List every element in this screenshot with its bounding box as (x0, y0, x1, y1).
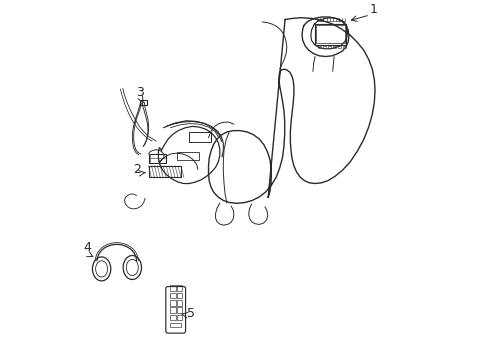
Bar (322, 46, 325, 48)
Bar (176, 285, 182, 291)
Bar (314, 24, 346, 45)
Text: 5: 5 (187, 307, 195, 320)
Text: 3: 3 (136, 86, 143, 99)
Text: 1: 1 (369, 3, 377, 16)
Bar (176, 315, 182, 320)
Bar (316, 26, 344, 43)
Bar (170, 293, 175, 298)
Bar (170, 285, 175, 291)
Bar (342, 46, 346, 48)
Bar (176, 293, 182, 298)
Bar (332, 46, 336, 48)
Bar (170, 300, 175, 306)
Bar (170, 315, 175, 320)
Bar (148, 154, 166, 163)
Bar (148, 166, 181, 177)
Bar (140, 100, 146, 104)
Bar (317, 46, 321, 48)
Bar (327, 46, 330, 48)
Text: 4: 4 (83, 241, 91, 254)
Bar (170, 323, 181, 328)
Bar (176, 307, 182, 313)
Bar (177, 152, 198, 159)
Bar (176, 300, 182, 306)
Bar (189, 132, 210, 142)
Bar (337, 46, 341, 48)
Text: 2: 2 (133, 163, 141, 176)
Bar (170, 307, 175, 313)
